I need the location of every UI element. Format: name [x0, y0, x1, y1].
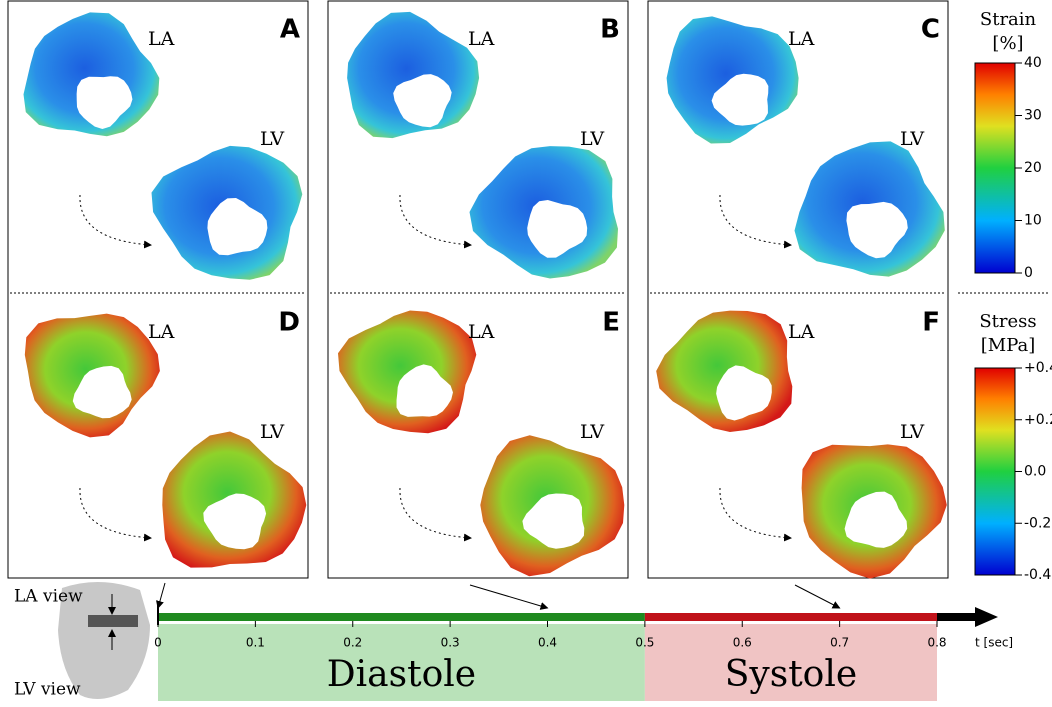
time-pointer	[795, 585, 840, 608]
colorbar-tick-label: 40	[1024, 55, 1042, 71]
colorbar-tick-label: 0	[1024, 265, 1033, 281]
time-tick-label: 0.6	[733, 636, 752, 650]
panel-letter: F	[922, 308, 940, 338]
view-transition-arrow	[720, 195, 791, 245]
colorbar-tick-label: 10	[1024, 213, 1042, 229]
time-tick-label: 0	[154, 636, 162, 650]
colorbar-tick-label: -0.4	[1024, 567, 1051, 583]
figure: LA view LV view LA LV A LA LV B LA LV C LA LV D LA LV…	[0, 0, 1052, 703]
colorbar-tick-label: 0.0	[1024, 464, 1046, 480]
panel-letter: A	[280, 15, 300, 45]
view-icon: LA view LV view	[14, 582, 150, 700]
view-transition-arrow	[400, 488, 471, 538]
colorbar-title: Strain	[980, 9, 1037, 30]
phase-bar	[645, 613, 937, 621]
time-tick-label: 0.5	[635, 636, 654, 650]
colorbar	[975, 368, 1015, 575]
panel-letter: B	[600, 15, 620, 45]
time-tick-label: 0.7	[830, 636, 849, 650]
colorbar	[975, 63, 1015, 273]
la-label: LA	[148, 28, 175, 50]
la-label: LA	[468, 321, 495, 343]
timeline-arrow	[937, 607, 998, 627]
la-view-label: LA view	[14, 587, 83, 607]
lv-label: LV	[260, 421, 284, 443]
lv-label: LV	[580, 128, 604, 150]
view-transition-arrow	[400, 195, 471, 245]
panel-letter: E	[602, 308, 620, 338]
time-tick-label: 0.1	[246, 636, 265, 650]
time-tick-label: 0.2	[343, 636, 362, 650]
panel-letter: D	[278, 308, 300, 338]
lv-label: LV	[580, 421, 604, 443]
colorbar-unit: [MPa]	[981, 335, 1036, 356]
la-label: LA	[148, 321, 175, 343]
time-axis-label: t [sec]	[975, 636, 1013, 650]
time-tick-label: 0.3	[441, 636, 460, 650]
colorbar-tick-label: +0.4	[1024, 360, 1052, 376]
lv-label: LV	[260, 128, 284, 150]
colorbar-title: Stress	[979, 311, 1036, 332]
view-transition-arrow	[80, 488, 151, 538]
valve-icon	[88, 615, 138, 627]
view-transition-arrow	[720, 488, 791, 538]
time-tick-label: 0.4	[538, 636, 557, 650]
colorbar-tick-label: +0.2	[1024, 412, 1052, 428]
time-tick-label: 0.8	[927, 636, 946, 650]
colorbar-unit: [%]	[992, 33, 1023, 54]
colorbar-tick-label: -0.2	[1024, 515, 1051, 531]
time-pointer	[470, 585, 548, 608]
lv-label: LV	[900, 421, 924, 443]
lv-view-label: LV view	[14, 680, 81, 700]
colorbar-tick-label: 20	[1024, 160, 1042, 176]
la-label: LA	[788, 28, 815, 50]
la-label: LA	[468, 28, 495, 50]
time-pointer	[158, 583, 165, 608]
lv-label: LV	[900, 128, 924, 150]
phase-bar	[158, 613, 645, 621]
colorbar-tick-label: 30	[1024, 108, 1042, 124]
la-label: LA	[788, 321, 815, 343]
view-transition-arrow	[80, 195, 151, 245]
phase-label: Systole	[725, 654, 857, 695]
phase-label: Diastole	[327, 654, 476, 695]
panel-letter: C	[921, 15, 940, 45]
